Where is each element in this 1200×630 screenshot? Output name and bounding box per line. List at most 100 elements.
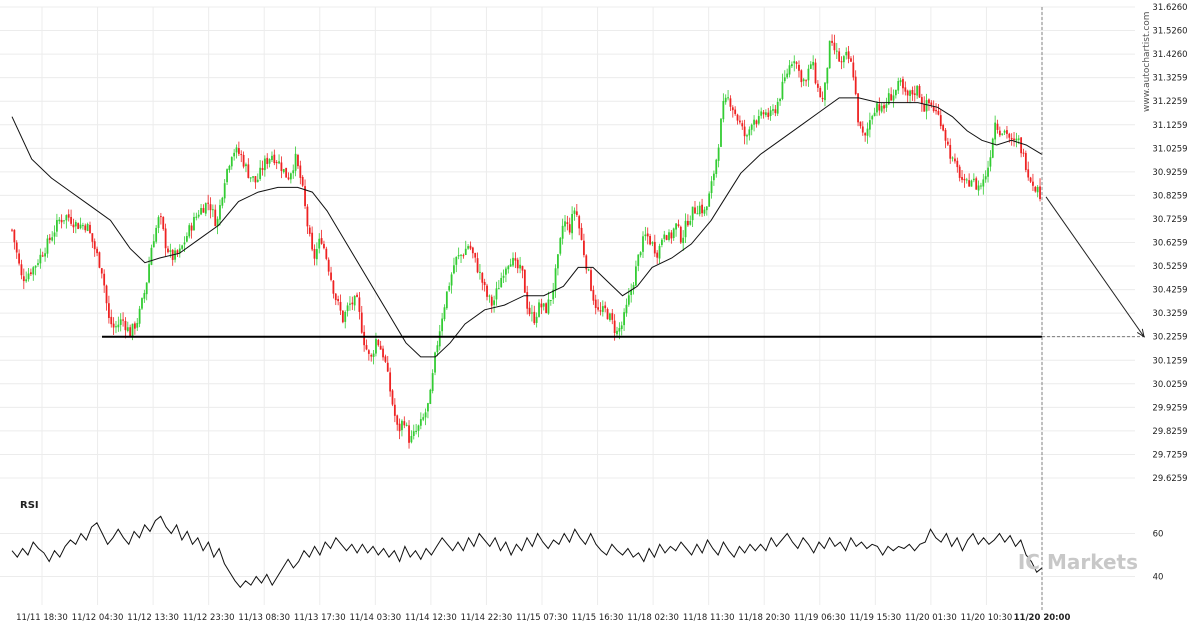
candle-body bbox=[325, 248, 328, 259]
candle-body bbox=[471, 247, 474, 254]
candle-body bbox=[207, 202, 210, 204]
candle-body bbox=[126, 327, 129, 332]
projection-arrow-head bbox=[1136, 328, 1145, 338]
candle-body bbox=[1034, 186, 1037, 192]
candle-body bbox=[249, 177, 252, 179]
candle-body bbox=[949, 144, 952, 159]
candle-body bbox=[703, 209, 706, 214]
candle-body bbox=[107, 303, 110, 318]
candle-body bbox=[720, 118, 722, 147]
candle-body bbox=[195, 216, 198, 218]
candle-body bbox=[372, 353, 375, 357]
candle-body bbox=[644, 234, 647, 237]
candle-body bbox=[658, 245, 661, 259]
price-tick-label: 31.0259 bbox=[1152, 144, 1187, 154]
candle-body bbox=[497, 288, 500, 290]
candle-body bbox=[781, 81, 784, 100]
candle-body bbox=[946, 141, 949, 145]
candle-body bbox=[694, 207, 696, 214]
candle-body bbox=[734, 109, 737, 114]
candle-body bbox=[528, 307, 531, 315]
candle-body bbox=[278, 161, 280, 164]
candle-body bbox=[677, 224, 680, 227]
price-tick-label: 29.7259 bbox=[1152, 450, 1187, 460]
candle-body bbox=[221, 197, 224, 206]
candle-body bbox=[63, 220, 65, 222]
candle-body bbox=[143, 293, 146, 299]
candle-body bbox=[715, 159, 718, 175]
candle-body bbox=[604, 305, 607, 309]
candle-body bbox=[193, 217, 195, 231]
candle-body bbox=[299, 165, 302, 178]
candle-body bbox=[1029, 177, 1032, 182]
candle-body bbox=[308, 227, 311, 234]
candle-body bbox=[275, 162, 278, 164]
candle-body bbox=[972, 178, 975, 181]
candle-body bbox=[77, 223, 80, 229]
candle-body bbox=[838, 51, 841, 62]
candle-body bbox=[405, 424, 408, 426]
candle-body bbox=[427, 403, 429, 412]
candle-body bbox=[516, 259, 519, 269]
candle-body bbox=[294, 153, 297, 171]
candle-body bbox=[486, 285, 488, 297]
candle-body bbox=[580, 227, 583, 240]
time-tick-label: 11/14 22:30 bbox=[461, 613, 513, 623]
candle-body bbox=[44, 253, 46, 257]
candle-body bbox=[762, 112, 765, 115]
price-tick-label: 29.9259 bbox=[1152, 403, 1187, 413]
candle-body bbox=[845, 51, 848, 56]
candle-body bbox=[70, 216, 72, 224]
candle-body bbox=[401, 420, 403, 431]
candle-body bbox=[587, 269, 590, 271]
candle-body bbox=[632, 284, 635, 290]
candle-body bbox=[609, 313, 611, 321]
candle-body bbox=[438, 331, 441, 347]
candle-body bbox=[897, 81, 900, 91]
candle-body bbox=[989, 157, 992, 167]
candle-body bbox=[219, 205, 221, 220]
candle-body bbox=[469, 245, 472, 249]
candle-body bbox=[826, 67, 829, 84]
candle-body bbox=[798, 64, 800, 71]
candle-body bbox=[512, 257, 514, 266]
candle-body bbox=[533, 311, 536, 324]
candle-body bbox=[824, 82, 826, 101]
candle-body bbox=[445, 291, 448, 309]
candle-body bbox=[868, 120, 871, 130]
candle-body bbox=[951, 157, 954, 159]
candle-body bbox=[1001, 133, 1004, 135]
candle-body bbox=[779, 98, 781, 102]
candle-body bbox=[136, 322, 139, 328]
candle-body bbox=[708, 193, 711, 207]
time-tick-label: 11/15 07:30 bbox=[516, 613, 568, 623]
candle-body bbox=[457, 255, 460, 257]
candle-body bbox=[1010, 137, 1013, 140]
candle-body bbox=[89, 224, 91, 234]
candle-body bbox=[795, 62, 798, 64]
candle-body bbox=[252, 176, 254, 178]
candle-body bbox=[656, 252, 659, 258]
candle-body bbox=[961, 177, 963, 180]
price-tick-label: 31.3259 bbox=[1152, 74, 1187, 84]
candle-body bbox=[1013, 138, 1015, 141]
candle-body bbox=[764, 112, 767, 116]
candle-body bbox=[330, 272, 332, 280]
candle-body bbox=[871, 116, 874, 120]
candle-body bbox=[724, 97, 727, 103]
candle-body bbox=[767, 112, 770, 118]
candle-body bbox=[809, 64, 812, 69]
candle-body bbox=[554, 268, 557, 291]
candle-body bbox=[389, 372, 392, 392]
candle-body bbox=[625, 304, 628, 314]
candle-body bbox=[911, 90, 914, 95]
candle-body bbox=[103, 273, 106, 286]
candle-body bbox=[320, 238, 323, 244]
candle-body bbox=[566, 222, 569, 224]
candle-body bbox=[422, 417, 425, 420]
watermark-logo: IC Markets bbox=[1018, 550, 1138, 574]
candle-body bbox=[670, 232, 673, 239]
candle-body bbox=[923, 103, 926, 112]
candle-body bbox=[727, 97, 729, 99]
candle-body bbox=[53, 232, 56, 237]
